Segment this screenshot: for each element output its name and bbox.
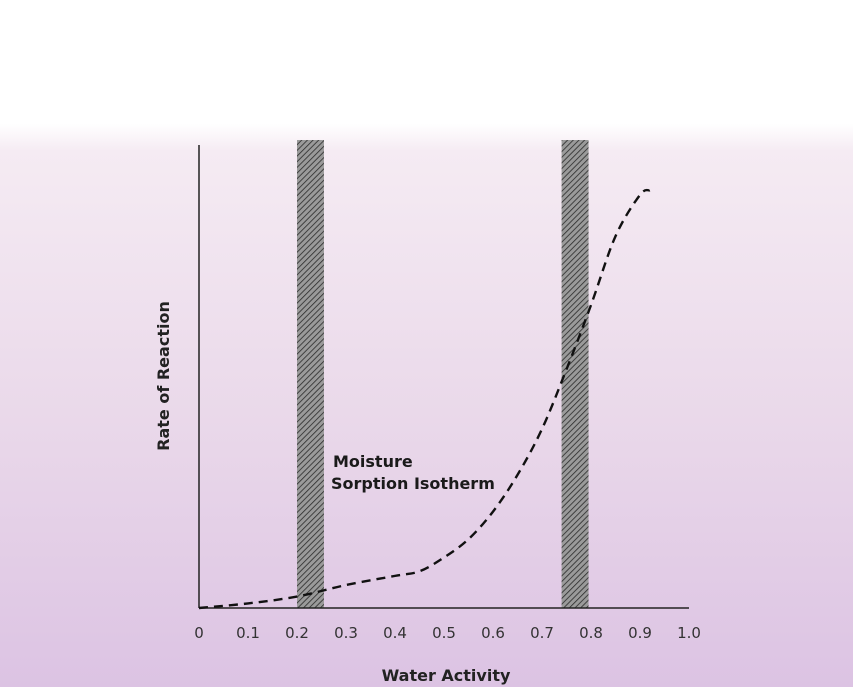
axes: [198, 145, 689, 609]
x-tick-labels: 0 0.1 0.2 0.3 0.4 0.5 0.6 0.7 0.8 0.9 1.0: [194, 624, 701, 642]
band-layer: [297, 140, 589, 608]
series-curve: [198, 188, 651, 610]
annotation-line-2: Sorption Isotherm: [331, 474, 495, 493]
x-tick-label: 0.1: [236, 624, 260, 642]
x-tick-label: 0.6: [481, 624, 505, 642]
x-tick-label: 1.0: [677, 624, 701, 642]
y-axis-title: Rate of Reaction: [154, 301, 173, 451]
x-tick-label: 0.7: [530, 624, 554, 642]
hatched-band-1: [297, 140, 324, 608]
x-tick-label: 0: [194, 624, 204, 642]
hatched-band-2: [561, 140, 589, 608]
x-tick-label: 0.8: [579, 624, 603, 642]
annotation-line-1: Moisture: [333, 452, 413, 471]
x-tick-label: 0.5: [432, 624, 456, 642]
x-tick-label: 0.9: [628, 624, 652, 642]
x-axis-title: Water Activity: [382, 666, 511, 685]
x-tick-label: 0.4: [383, 624, 407, 642]
x-tick-label: 0.2: [285, 624, 309, 642]
x-tick-label: 0.3: [334, 624, 358, 642]
